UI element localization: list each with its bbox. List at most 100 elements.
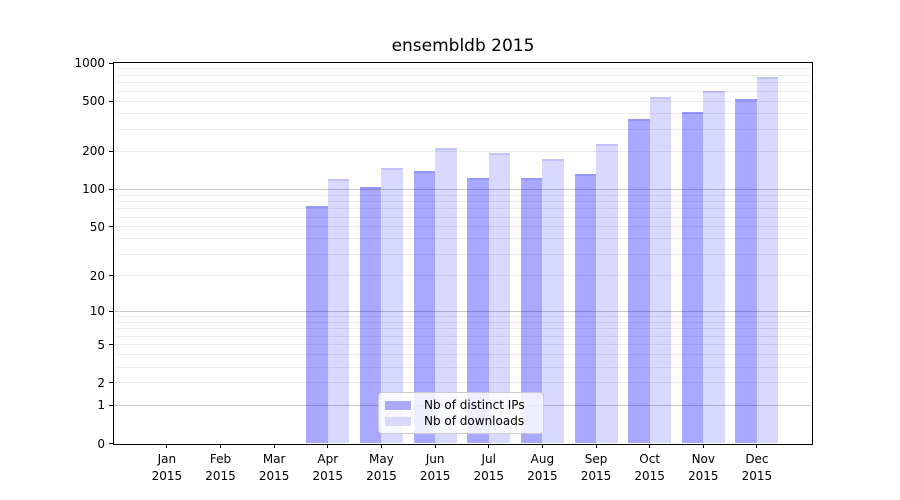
x-tick-mark [595,444,597,448]
x-tick-label: Apr 2015 [312,452,344,483]
gridline-minor [115,321,811,323]
gridline-minor [115,216,811,218]
legend-label-distinct-ips: Nb of distinct IPs [424,398,525,412]
gridline-minor [115,82,811,84]
x-tick-label: Oct 2015 [634,452,665,483]
gridline-minor [115,253,811,255]
gridline-minor [115,150,811,152]
bar-downloads [488,153,511,444]
x-tick-mark [702,444,704,448]
legend-item-distinct-ips: Nb of distinct IPs [385,397,537,413]
x-tick-label: Feb 2015 [205,452,236,483]
y-tick-label: 0 [97,436,105,451]
legend-item-downloads: Nb of downloads [385,413,537,429]
y-tick-label: 200 [82,144,105,159]
bar-distinct-ips [574,173,597,444]
bar-distinct-ips [520,178,543,444]
bar-distinct-ips [735,99,757,444]
x-tick-label: Dec 2015 [741,452,773,483]
gridline-minor [115,275,811,277]
y-tick-mark [109,62,113,64]
y-tick-label: 50 [89,219,105,234]
bar-distinct-ips [359,186,382,444]
x-tick-mark [327,444,329,448]
bar-downloads [435,148,457,444]
y-tick-label: 1 [97,398,105,413]
x-tick-label: Jun 2015 [419,452,451,483]
gridline-major [115,188,811,190]
gridline-minor [115,335,811,337]
x-tick-label: Aug 2015 [527,452,558,483]
x-tick-label: Nov 2015 [688,452,719,483]
y-tick-label: 2 [97,375,105,390]
gridline-minor [115,328,811,330]
x-tick-mark [434,444,436,448]
bar-downloads [542,159,564,444]
bar-distinct-ips [306,206,328,444]
gridline-minor [115,128,811,130]
gridline-minor [115,194,811,196]
x-tick-mark [220,444,222,448]
gridline-minor [115,200,811,202]
gridline-minor [115,74,811,76]
x-tick-mark [541,444,543,448]
y-tick-label: 5 [97,337,105,352]
y-tick-mark [109,344,113,346]
x-tick-mark [488,444,490,448]
x-tick-mark [166,444,168,448]
gridline-minor [115,238,811,240]
y-tick-mark [109,100,113,102]
bar-downloads [649,97,672,444]
bar-distinct-ips [628,118,650,444]
gridline-major [115,310,811,312]
gridline-minor [115,112,811,114]
legend-swatch-distinct-ips-icon [385,400,411,410]
bar-downloads [327,178,350,444]
x-tick-mark [649,444,651,448]
y-tick-label: 20 [89,268,105,283]
y-tick-mark [109,310,113,312]
y-tick-mark [109,150,113,152]
gridline-minor [115,354,811,356]
y-tick-mark [109,443,113,444]
bar-distinct-ips [681,112,704,444]
gridline-minor [115,90,811,92]
bar-downloads [703,91,725,444]
y-tick-mark [109,382,113,384]
bar-downloads [596,143,618,444]
legend: Nb of distinct IPs Nb of downloads [378,392,544,434]
bar-distinct-ips [413,170,436,444]
y-tick-label: 100 [82,182,105,197]
gridline-minor [115,100,811,102]
x-tick-label: May 2015 [366,452,397,483]
x-tick-label: Jul 2015 [473,452,504,483]
x-tick-mark [756,444,758,448]
gridline-minor [115,208,811,210]
x-tick-label: Jan 2015 [151,452,183,483]
y-tick-mark [109,275,113,277]
x-tick-label: Mar 2015 [258,452,290,483]
chart-title: ensembldb 2015 [391,36,535,56]
y-tick-label: 500 [82,94,105,109]
y-tick-label: 10 [89,304,105,319]
gridline-minor [115,68,811,70]
legend-swatch-downloads-icon [385,416,411,426]
gridline-minor [115,226,811,228]
x-tick-mark [380,444,382,448]
gridline-minor [115,366,811,368]
plot-area [114,63,812,444]
gridline-minor [115,316,811,318]
x-tick-label: Sep 2015 [580,452,612,483]
bar-distinct-ips [467,177,489,444]
bar-downloads [756,77,779,444]
y-tick-label: 1000 [74,56,105,70]
gridline-minor [115,344,811,346]
x-tick-mark [273,444,275,448]
gridline-minor [115,382,811,384]
legend-label-downloads: Nb of downloads [424,414,525,428]
y-tick-mark [109,404,113,406]
y-tick-mark [109,188,113,190]
y-tick-mark [109,226,113,228]
bar-downloads [381,167,403,444]
